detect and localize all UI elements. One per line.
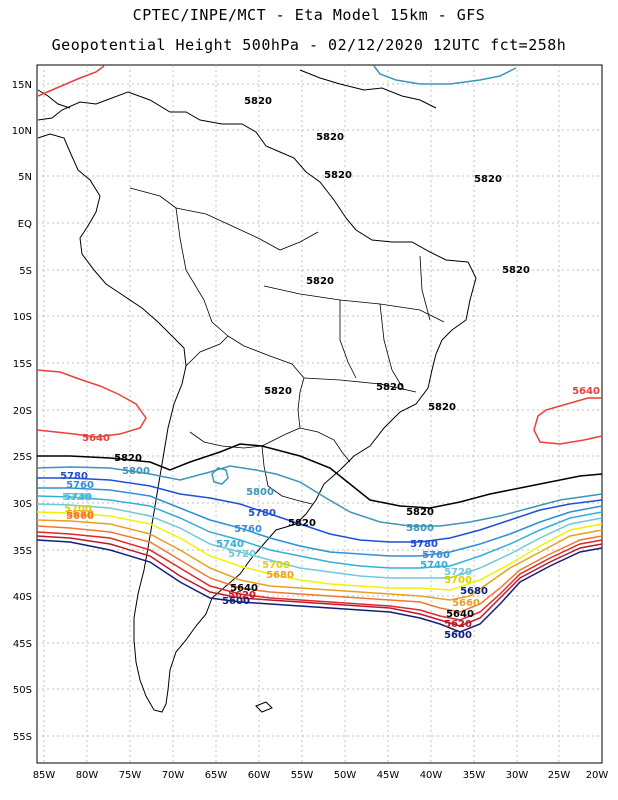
lon-label-50w: 50W bbox=[334, 770, 357, 781]
graticule bbox=[37, 65, 602, 763]
contour-5800 bbox=[36, 465, 603, 527]
lat-label-35s: 35S bbox=[13, 546, 32, 557]
contour-5820 bbox=[37, 443, 603, 509]
contour-5660 bbox=[36, 525, 603, 613]
label-5620: 5620 bbox=[228, 590, 256, 601]
lat-label-15n: 15N bbox=[12, 80, 32, 91]
contour-5600 bbox=[36, 539, 603, 633]
lon-label-70w: 70W bbox=[162, 770, 185, 781]
lat-label-30s: 30S bbox=[13, 499, 32, 510]
label-5820: 5820 bbox=[502, 265, 530, 276]
label-5700: 5700 bbox=[64, 504, 92, 515]
label-5820: 5820 bbox=[376, 382, 404, 393]
lon-label-25w: 25W bbox=[548, 770, 571, 781]
contour-5800-north bbox=[373, 65, 517, 85]
label-5780: 5780 bbox=[60, 471, 88, 482]
title-line-1: CPTEC/INPE/MCT - Eta Model 15km - GFS bbox=[132, 6, 486, 24]
label-5820: 5820 bbox=[474, 174, 502, 185]
label-5720: 5720 bbox=[62, 492, 90, 503]
lat-label-55s: 55S bbox=[13, 732, 32, 743]
lat-label-25s: 25S bbox=[13, 452, 32, 463]
lat-label-15s: 15S bbox=[13, 359, 32, 370]
label-5660: 5660 bbox=[66, 511, 94, 522]
label-5780: 5780 bbox=[410, 539, 438, 550]
label-5620: 5620 bbox=[444, 619, 472, 630]
contour-5700 bbox=[36, 511, 603, 591]
label-5720: 5720 bbox=[228, 549, 256, 560]
lon-label-35w: 35W bbox=[463, 770, 486, 781]
contour-5640-east bbox=[533, 397, 603, 445]
label-5820: 5820 bbox=[264, 386, 292, 397]
label-5700: 5700 bbox=[444, 575, 472, 586]
map-frame bbox=[36, 64, 603, 764]
lon-label-60w: 60W bbox=[248, 770, 271, 781]
lon-label-40w: 40W bbox=[420, 770, 443, 781]
lon-label-55w: 55W bbox=[291, 770, 314, 781]
label-5680: 5680 bbox=[266, 570, 294, 581]
label-5640: 5640 bbox=[572, 386, 600, 397]
lat-label-5s: 5S bbox=[19, 266, 32, 277]
lat-label-50s: 50S bbox=[13, 685, 32, 696]
lat-label-5n: 5N bbox=[18, 172, 32, 183]
lat-label-40s: 40S bbox=[13, 592, 32, 603]
label-5740: 5740 bbox=[64, 492, 92, 503]
label-5760: 5760 bbox=[422, 550, 450, 561]
contour-5800-closed bbox=[211, 467, 229, 485]
lon-label-75w: 75W bbox=[119, 770, 142, 781]
south-america-coastline bbox=[37, 91, 477, 713]
lon-label-85w: 85W bbox=[33, 770, 56, 781]
lat-label-20s: 20S bbox=[13, 406, 32, 417]
lat-label-45s: 45S bbox=[13, 639, 32, 650]
label-5740: 5740 bbox=[420, 560, 448, 571]
contour-5640-north bbox=[37, 65, 105, 97]
label-5600: 5600 bbox=[222, 596, 250, 607]
contour-5640-west bbox=[36, 369, 147, 438]
contour-5720 bbox=[36, 503, 603, 579]
label-5800: 5800 bbox=[122, 466, 150, 477]
label-5660: 5660 bbox=[452, 598, 480, 609]
label-5680: 5680 bbox=[66, 509, 94, 520]
lat-label-eq: EQ bbox=[18, 219, 32, 230]
label-5640: 5640 bbox=[230, 583, 258, 594]
label-5820: 5820 bbox=[114, 453, 142, 464]
lon-label-45w: 45W bbox=[377, 770, 400, 781]
lon-label-20w: 20W bbox=[586, 770, 609, 781]
contour-5740 bbox=[36, 495, 603, 569]
label-5700: 5700 bbox=[262, 560, 290, 571]
label-5680: 5680 bbox=[460, 586, 488, 597]
label-5820: 5820 bbox=[316, 132, 344, 143]
country-borders bbox=[129, 187, 445, 505]
label-5820: 5820 bbox=[288, 518, 316, 529]
contour-lines bbox=[36, 65, 603, 633]
label-5720: 5720 bbox=[444, 567, 472, 578]
label-5600: 5600 bbox=[444, 630, 472, 641]
contour-5780 bbox=[37, 477, 603, 543]
label-5760: 5760 bbox=[66, 480, 94, 491]
label-5820: 5820 bbox=[306, 276, 334, 287]
label-5820: 5820 bbox=[244, 96, 272, 107]
falkland-islands bbox=[255, 701, 273, 713]
central-america-coastline bbox=[37, 69, 437, 109]
contour-5620 bbox=[36, 535, 603, 627]
label-5760: 5760 bbox=[234, 524, 262, 535]
label-5780: 5780 bbox=[248, 508, 276, 519]
label-5800: 5800 bbox=[406, 523, 434, 534]
label-5740: 5740 bbox=[216, 539, 244, 550]
label-5640: 5640 bbox=[82, 433, 110, 444]
lat-label-10s: 10S bbox=[13, 312, 32, 323]
label-5800: 5800 bbox=[246, 487, 274, 498]
lat-label-10n: 10N bbox=[12, 126, 32, 137]
label-5820: 5820 bbox=[324, 170, 352, 181]
lon-label-65w: 65W bbox=[205, 770, 228, 781]
title-line-2: Geopotential Height 500hPa - 02/12/2020 … bbox=[51, 36, 567, 54]
label-5820: 5820 bbox=[406, 507, 434, 518]
label-5820: 5820 bbox=[428, 402, 456, 413]
label-5640: 5640 bbox=[446, 609, 474, 620]
contour-5760 bbox=[37, 487, 603, 557]
lon-label-80w: 80W bbox=[76, 770, 99, 781]
lon-label-30w: 30W bbox=[506, 770, 529, 781]
contour-5680 bbox=[36, 519, 603, 601]
contour-5640 bbox=[36, 531, 603, 621]
